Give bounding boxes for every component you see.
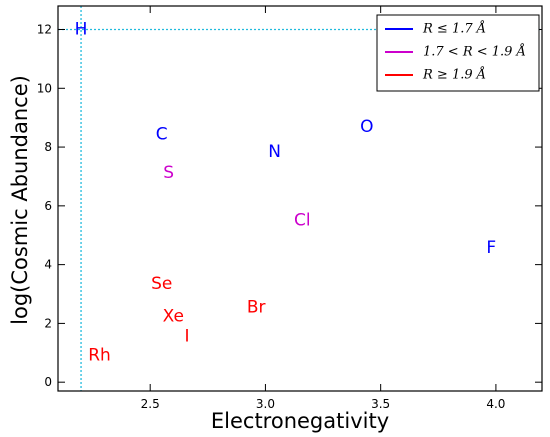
data-point-cl: Cl: [294, 211, 311, 231]
legend: R ≤ 1.7 Å 1.7 < R < 1.9 Å R ≥ 1.9 Å: [376, 14, 540, 92]
data-point-f: F: [486, 238, 496, 258]
x-tick-label: 3.5: [371, 397, 390, 411]
legend-entry: 1.7 < R < 1.9 Å: [423, 44, 526, 60]
axes: 2.5 3.0 3.5 4.0 0 2 4 6 8 10 12: [37, 5, 543, 411]
data-point-xe: Xe: [163, 306, 184, 326]
legend-entry: R ≥ 1.9 Å: [422, 67, 486, 83]
data-point-br: Br: [247, 298, 266, 318]
x-axis-title: Electronegativity: [211, 409, 389, 433]
data-point-se: Se: [151, 274, 172, 294]
y-axis-title: log(Cosmic Abundance): [8, 75, 32, 325]
data-point-n: N: [268, 142, 281, 162]
data-point-h: H: [75, 20, 88, 40]
y-tick-label: 0: [44, 375, 52, 389]
data-point-rh: Rh: [88, 345, 111, 365]
x-tick-label: 2.5: [141, 397, 160, 411]
x-tick-label: 3.0: [256, 397, 275, 411]
plot-frame: [57, 5, 543, 392]
y-tick-label: 10: [37, 81, 52, 95]
x-tick-label: 4.0: [486, 397, 505, 411]
y-tick-label: 4: [44, 258, 52, 272]
y-tick-label: 12: [37, 23, 52, 37]
data-points: H C N O F S Cl Se XeI Br Rh: [75, 20, 497, 366]
data-point-s: S: [163, 163, 174, 183]
reference-lines: [58, 6, 542, 391]
data-point-c: C: [156, 124, 168, 144]
y-tick-label: 2: [44, 316, 52, 330]
data-point-i: I: [185, 327, 190, 347]
y-tick-label: 8: [44, 140, 52, 154]
legend-entry: R ≤ 1.7 Å: [422, 21, 486, 37]
y-tick-label: 6: [44, 199, 52, 213]
data-point-o: O: [360, 117, 373, 137]
